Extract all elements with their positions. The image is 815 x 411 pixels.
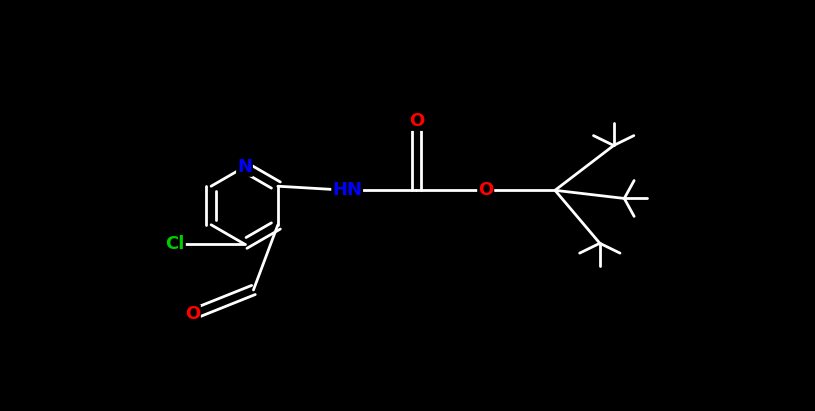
Text: HN: HN (333, 181, 362, 199)
Text: O: O (409, 112, 424, 130)
Text: N: N (237, 158, 252, 176)
Text: O: O (185, 305, 200, 323)
Text: O: O (478, 181, 493, 199)
Text: Cl: Cl (165, 235, 185, 253)
